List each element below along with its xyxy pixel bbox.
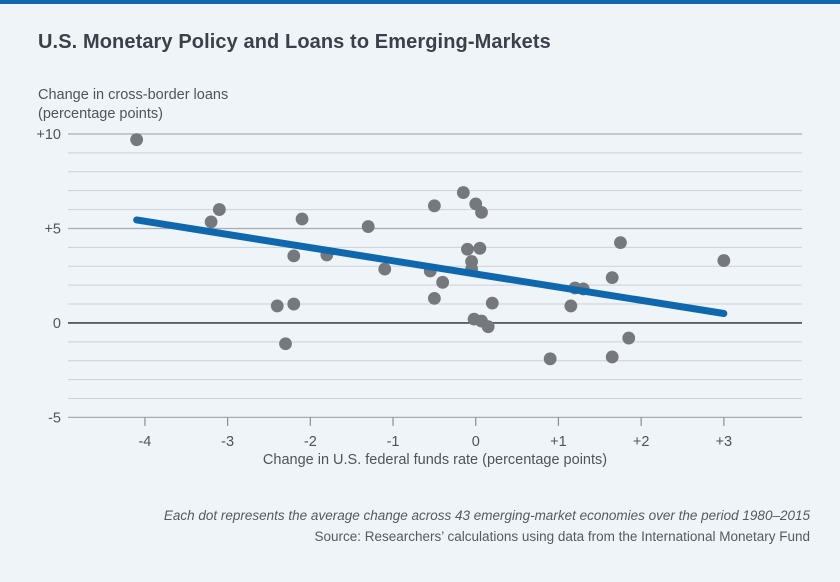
y-axis-tick-label: -5 [48,410,61,426]
data-point [543,352,557,366]
data-point [605,271,619,284]
data-point [270,299,284,313]
data-point [717,254,731,267]
data-point [427,291,441,305]
y-axis-title: Change in cross-border loans (percentage… [38,86,228,124]
x-axis-title: Change in U.S. federal funds rate (perce… [262,452,608,468]
data-point [287,249,301,263]
y-axis-tick-label: +10 [36,127,61,143]
x-axis-tick-label: -4 [138,434,151,450]
data-point [456,186,470,199]
data-point [427,199,441,213]
data-point [295,212,309,226]
data-point [461,242,474,256]
data-point [378,262,392,276]
trend-line [133,216,728,317]
footnotes: Each dot represents the average change a… [30,505,810,547]
x-axis-tick-label: +3 [716,434,733,450]
data-point [436,275,450,289]
data-point [475,206,488,219]
data-point [614,236,627,250]
data-point [212,203,226,216]
data-point [130,133,144,147]
x-axis-tick-label: +2 [633,434,650,450]
x-axis-tick-label: -3 [221,434,234,450]
y-axis-tick-label: 0 [53,316,61,332]
data-point [279,337,292,351]
data-point [564,299,578,313]
footnote-note: Each dot represents the average change a… [163,508,810,523]
data-point [485,296,499,310]
x-axis-tick-label: -1 [387,434,400,450]
data-point [287,297,301,311]
data-point [605,350,619,364]
x-axis-tick-label: +1 [550,434,567,450]
data-point [481,320,495,334]
y-axis-tick-label: +5 [44,221,61,237]
top-accent-bar [0,0,840,4]
y-axis-title-line2: (percentage points) [38,106,163,122]
x-axis-tick-label: 0 [472,434,480,450]
footnote-source: Source: Researchers’ calculations using … [314,529,810,544]
data-point [204,215,218,229]
chart-title: U.S. Monetary Policy and Loans to Emergi… [38,31,551,53]
data-point [622,331,636,345]
y-axis-title-line1: Change in cross-border loans [38,87,229,103]
data-point [361,220,375,233]
x-axis-tick-label: -2 [304,434,317,450]
data-point [473,241,487,255]
